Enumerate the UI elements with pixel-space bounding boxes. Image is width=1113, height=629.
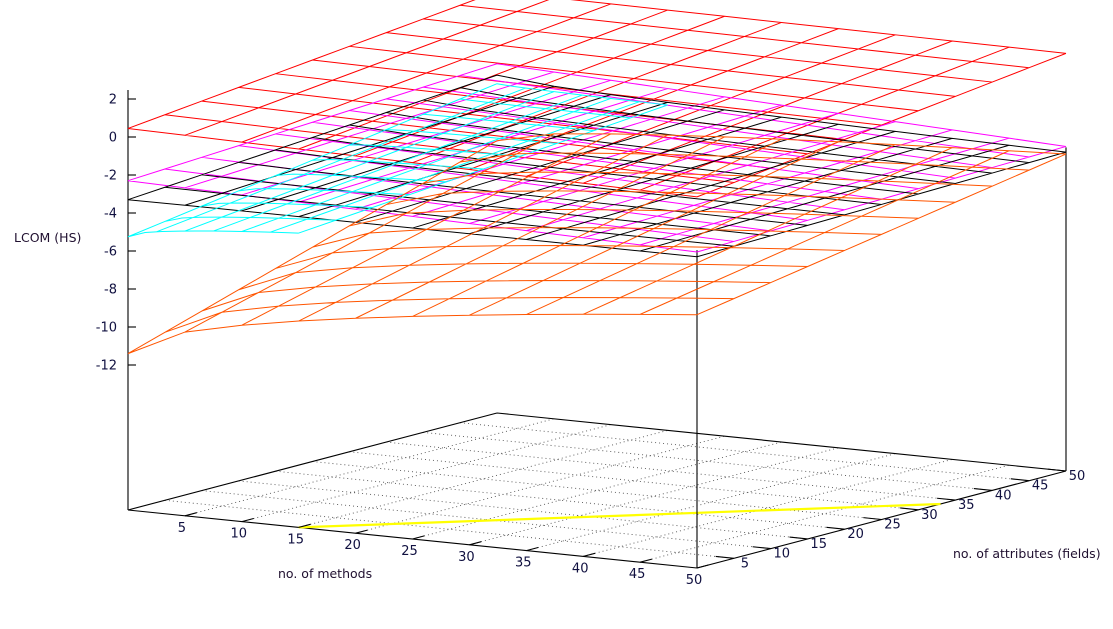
z-tick-label-5: -8	[104, 283, 117, 298]
x-tick-label-9: 50	[686, 573, 703, 588]
x-tick-label-0: 5	[178, 521, 186, 536]
z-tick-label-0: 2	[109, 93, 117, 108]
y-tick-label-3: 20	[847, 527, 864, 542]
y-tick-3	[826, 526, 845, 530]
y-tick-7	[973, 487, 993, 491]
x-tick-8	[639, 558, 653, 563]
y-tick-label-4: 25	[884, 518, 901, 533]
z-tick-label-3: -4	[104, 207, 117, 222]
z-tick-label-1: 0	[109, 131, 117, 146]
x-tick-5	[469, 541, 482, 546]
y-tick-label-7: 40	[995, 488, 1012, 503]
x-tick-6	[526, 546, 539, 552]
x-tick-2	[298, 523, 311, 528]
z-tick-label-6: -10	[96, 321, 117, 336]
base-contour-line	[298, 502, 941, 529]
x-tick-0	[184, 512, 197, 517]
x-tick-3	[355, 529, 368, 534]
y-tick-label-5: 30	[921, 508, 938, 523]
surface-magenta	[127, 63, 1067, 253]
x-tick-4	[412, 535, 425, 540]
z-tick-label-4: -6	[104, 245, 117, 260]
surface-black	[127, 74, 1067, 258]
y-tick-2	[789, 536, 808, 540]
z-tick-label-2: -2	[104, 169, 117, 184]
y-tick-label-6: 35	[958, 498, 975, 513]
x-tick-label-7: 40	[572, 561, 589, 576]
x-axis-title: no. of methods	[278, 566, 372, 581]
y-tick-8	[1010, 478, 1030, 482]
y-tick-label-0: 5	[741, 556, 749, 571]
y-tick-label-1: 10	[774, 547, 791, 562]
x-tick-label-8: 45	[629, 567, 646, 582]
y-tick-0	[715, 555, 734, 559]
surface-cyan	[127, 83, 668, 238]
x-tick-label-4: 25	[401, 544, 418, 559]
x-tick-label-2: 15	[287, 532, 304, 547]
surface-orange	[127, 133, 1067, 355]
y-tick-label-9: 50	[1069, 469, 1086, 484]
x-tick-label-5: 30	[458, 550, 475, 565]
y-tick-5	[900, 507, 919, 511]
y-tick-label-8: 45	[1032, 479, 1049, 494]
z-axis-title: LCOM (HS)	[14, 230, 81, 245]
x-tick-label-1: 10	[231, 527, 248, 542]
y-tick-1	[752, 546, 771, 550]
x-tick-label-6: 35	[515, 556, 532, 571]
z-tick-label-7: -12	[96, 359, 117, 374]
y-tick-label-2: 15	[810, 537, 827, 552]
x-tick-label-3: 20	[344, 538, 361, 553]
y-tick-4	[863, 517, 882, 521]
y-tick-9	[1047, 468, 1067, 472]
y-axis-title: no. of attributes (fields)	[953, 546, 1101, 561]
x-tick-9	[696, 564, 709, 569]
y-tick-6	[937, 497, 956, 501]
x-tick-1	[241, 517, 254, 523]
floor-outline	[127, 412, 1067, 569]
x-tick-7	[583, 552, 596, 557]
